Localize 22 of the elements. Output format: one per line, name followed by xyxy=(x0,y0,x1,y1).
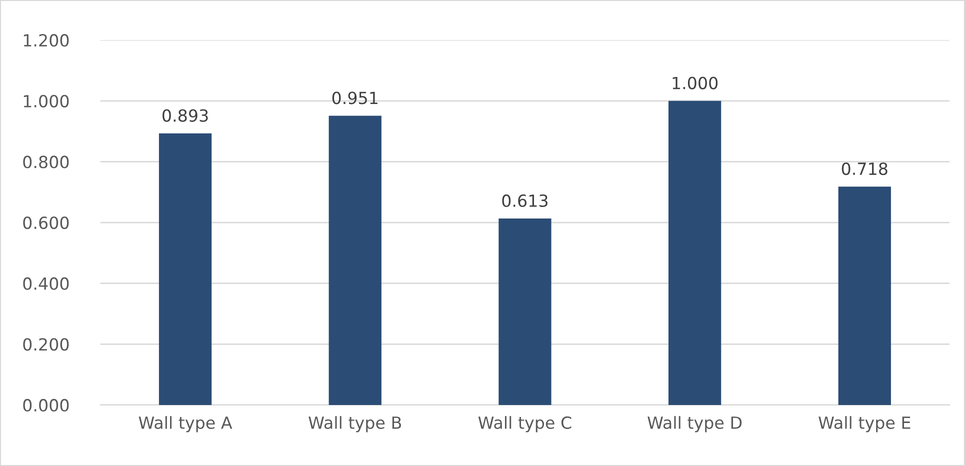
bar xyxy=(158,133,212,405)
y-tick-label: 0.200 xyxy=(23,338,69,351)
data-label: 0.613 xyxy=(502,194,548,207)
x-tick-label: Wall type B xyxy=(308,416,402,432)
y-tick-label: 0.800 xyxy=(23,156,69,168)
y-tick-label: 0.000 xyxy=(23,398,69,412)
y-tick-label: 1.000 xyxy=(24,94,69,108)
bar xyxy=(668,100,722,405)
data-label: 0.951 xyxy=(332,92,378,104)
bar xyxy=(498,218,552,405)
data-label: 0.893 xyxy=(162,109,208,122)
bar xyxy=(838,186,891,405)
data-label: 0.718 xyxy=(842,162,888,176)
x-tick-label: Wall type E xyxy=(818,416,910,432)
bar xyxy=(328,116,382,405)
x-tick-label: Wall type D xyxy=(648,416,742,432)
y-tick-label: 0.400 xyxy=(23,277,69,290)
x-tick-label: Wall type A xyxy=(138,416,232,432)
x-tick-label: Wall type C xyxy=(478,416,572,432)
y-tick-label: 0.600 xyxy=(23,216,69,230)
y-tick-label: 1.200 xyxy=(24,34,69,47)
data-label: 1.000 xyxy=(672,76,718,90)
